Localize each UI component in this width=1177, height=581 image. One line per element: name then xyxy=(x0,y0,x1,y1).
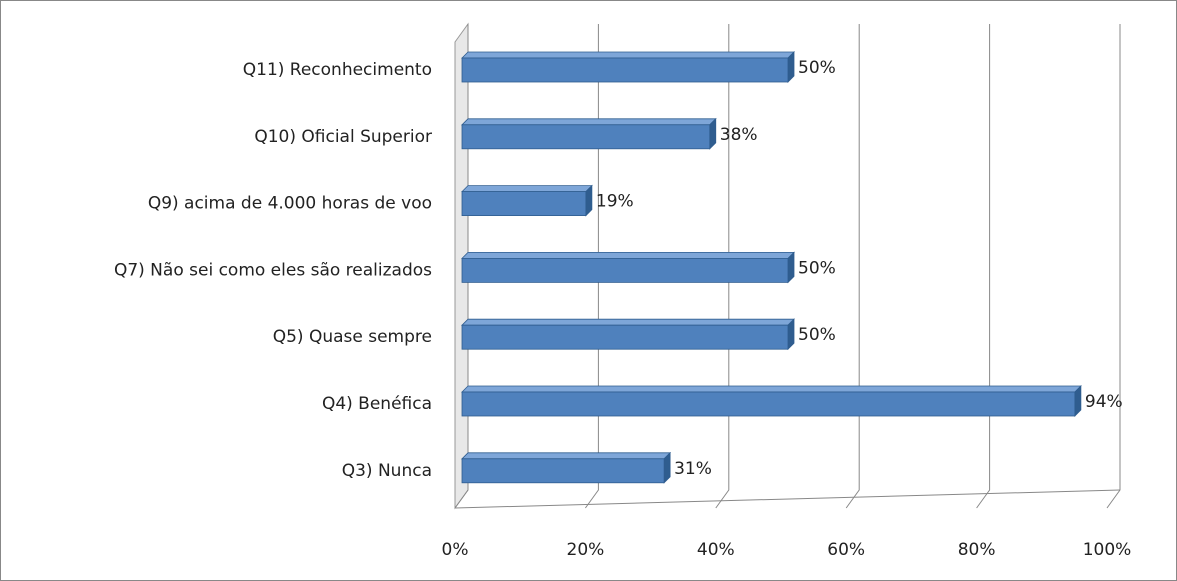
y-tick-label: Q5) Quase sempre xyxy=(273,327,432,347)
bar xyxy=(461,117,717,150)
grid-line xyxy=(845,24,860,509)
x-tick-label: 100% xyxy=(1083,540,1132,560)
y-tick-label: Q11) Reconhecimento xyxy=(243,60,432,80)
x-tick-label: 0% xyxy=(442,540,469,560)
value-label: 31% xyxy=(674,459,712,479)
bar-part xyxy=(461,118,717,126)
y-tick-label: Q4) Benéfica xyxy=(322,394,432,414)
bar-part xyxy=(461,185,593,192)
grid-line xyxy=(976,24,991,509)
grid-line xyxy=(584,24,599,509)
grid-line xyxy=(715,24,730,509)
bar xyxy=(461,51,795,83)
bar xyxy=(461,318,795,351)
y-tick-label: Q3) Nunca xyxy=(342,461,432,481)
bar-part xyxy=(461,385,1082,393)
value-label: 38% xyxy=(720,125,758,145)
x-tick-label: 60% xyxy=(827,540,865,560)
x-tick-label: 80% xyxy=(958,540,996,560)
bar-part xyxy=(461,57,789,83)
bar-part xyxy=(461,391,1076,417)
value-label: 50% xyxy=(798,258,836,278)
value-label: 50% xyxy=(798,58,836,78)
bar-part xyxy=(461,51,795,59)
value-label: 50% xyxy=(798,325,836,345)
bar-part xyxy=(461,124,711,150)
bar-part xyxy=(461,458,665,484)
x-tick-label: 40% xyxy=(697,540,735,560)
y-tick-label: Q10) Oficial Superior xyxy=(254,127,432,147)
bar xyxy=(461,251,795,284)
bar-part xyxy=(461,252,795,259)
floor-line xyxy=(454,489,1121,509)
x-tick-label: 20% xyxy=(567,540,605,560)
y-tick-label: Q9) acima de 4.000 horas de voo xyxy=(148,194,432,214)
bar-part xyxy=(461,324,789,350)
bar-part xyxy=(461,452,672,460)
bar xyxy=(461,184,593,217)
bar xyxy=(461,385,1082,417)
bar-part xyxy=(461,318,795,326)
grid-line xyxy=(454,24,469,509)
bar-part xyxy=(461,257,789,283)
y-tick-label: Q7) Não sei como eles são realizados xyxy=(114,260,432,280)
bar-part xyxy=(461,191,587,217)
value-label: 19% xyxy=(596,192,634,212)
bar xyxy=(461,451,672,484)
value-label: 94% xyxy=(1085,392,1123,412)
